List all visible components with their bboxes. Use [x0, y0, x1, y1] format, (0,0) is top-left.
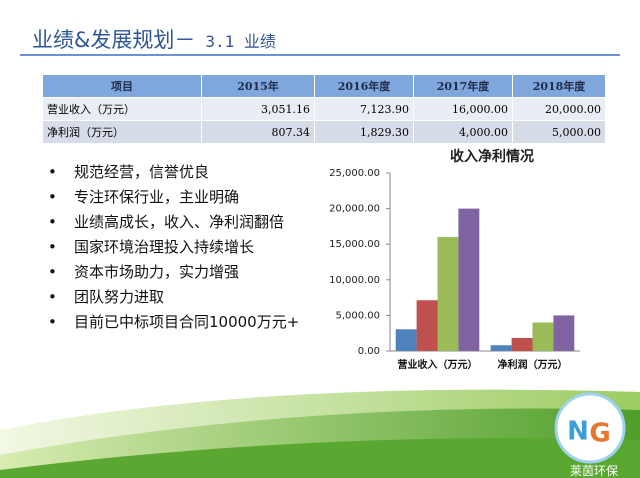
bullet-item: 国家环境治理投入持续增长 [48, 235, 299, 260]
table-cell: 营业收入（万元） [42, 97, 202, 121]
data-table: 项目 2015年 2016年度 2017年度 2018年度 营业收入（万元） 3,051.1… [42, 74, 606, 144]
x-tick-label: 净利润（万元） [498, 358, 568, 371]
table-cell: 净利润（万元） [42, 120, 202, 144]
column-header: 2015年 [201, 74, 315, 98]
bar [416, 300, 438, 351]
bullet-item: 团队努力进取 [48, 285, 299, 310]
bullet-item: 业绩高成长，收入、净利润翻倍 [48, 210, 299, 235]
column-header: 项目 [42, 74, 202, 98]
bar [395, 329, 417, 351]
x-tick-label: 营业收入（万元） [398, 358, 478, 371]
logo-mark: N [567, 417, 589, 447]
y-tick-label: 10,000.00 [329, 275, 380, 286]
swoosh [0, 438, 640, 478]
title-sub: 3.1 业绩 [205, 32, 276, 51]
bar [490, 345, 512, 351]
chart-title: 收入净利情况 [450, 148, 534, 165]
table-cell: 16,000.00 [413, 97, 513, 121]
table-cell: 4,000.00 [413, 120, 513, 144]
table-cell: 20,000.00 [512, 97, 606, 121]
table-cell: 1,829.30 [314, 120, 414, 144]
column-header: 2016年度 [314, 74, 414, 98]
slide-title: 业绩&发展规划－ 3.1 业绩 [32, 24, 276, 54]
table-row: 净利润（万元） 807.34 1,829.30 4,000.00 5,000.00 [42, 120, 606, 144]
table-cell: 5,000.00 [512, 120, 606, 144]
bar [458, 208, 480, 351]
bullet-item: 规范经营，信誉优良 [48, 160, 299, 185]
bullet-list: 规范经营，信誉优良专注环保行业，主业明确业绩高成长，收入、净利润翻倍国家环境治理… [48, 160, 299, 335]
y-tick-label: 20,000.00 [329, 204, 380, 215]
bar [511, 337, 533, 351]
table-cell: 807.34 [201, 120, 315, 144]
bullet-item: 资本市场助力，实力增强 [48, 260, 299, 285]
logo-mark: G [589, 419, 610, 449]
logo-ring [554, 392, 626, 464]
column-header: 2017年度 [413, 74, 513, 98]
bar [553, 315, 575, 351]
y-tick-label: 25,000.00 [329, 168, 380, 179]
header-row: 项目 2015年 2016年度 2017年度 2018年度 [42, 74, 606, 98]
bullet-item: 专注环保行业，主业明确 [48, 185, 299, 210]
bar [532, 322, 554, 351]
y-tick-label: 5,000.00 [335, 310, 380, 321]
y-tick-label: 0.00 [358, 346, 380, 357]
y-tick-label: 15,000.00 [329, 239, 380, 250]
logo-text: 莱茵环保 [570, 464, 619, 478]
bullet-item: 目前已中标项目合同10000万元+ [48, 310, 299, 335]
title-main: 业绩&发展规划－ [32, 28, 196, 52]
table-row: 营业收入（万元） 3,051.16 7,123.90 16,000.00 20,000.… [42, 97, 606, 121]
bar [437, 237, 459, 351]
